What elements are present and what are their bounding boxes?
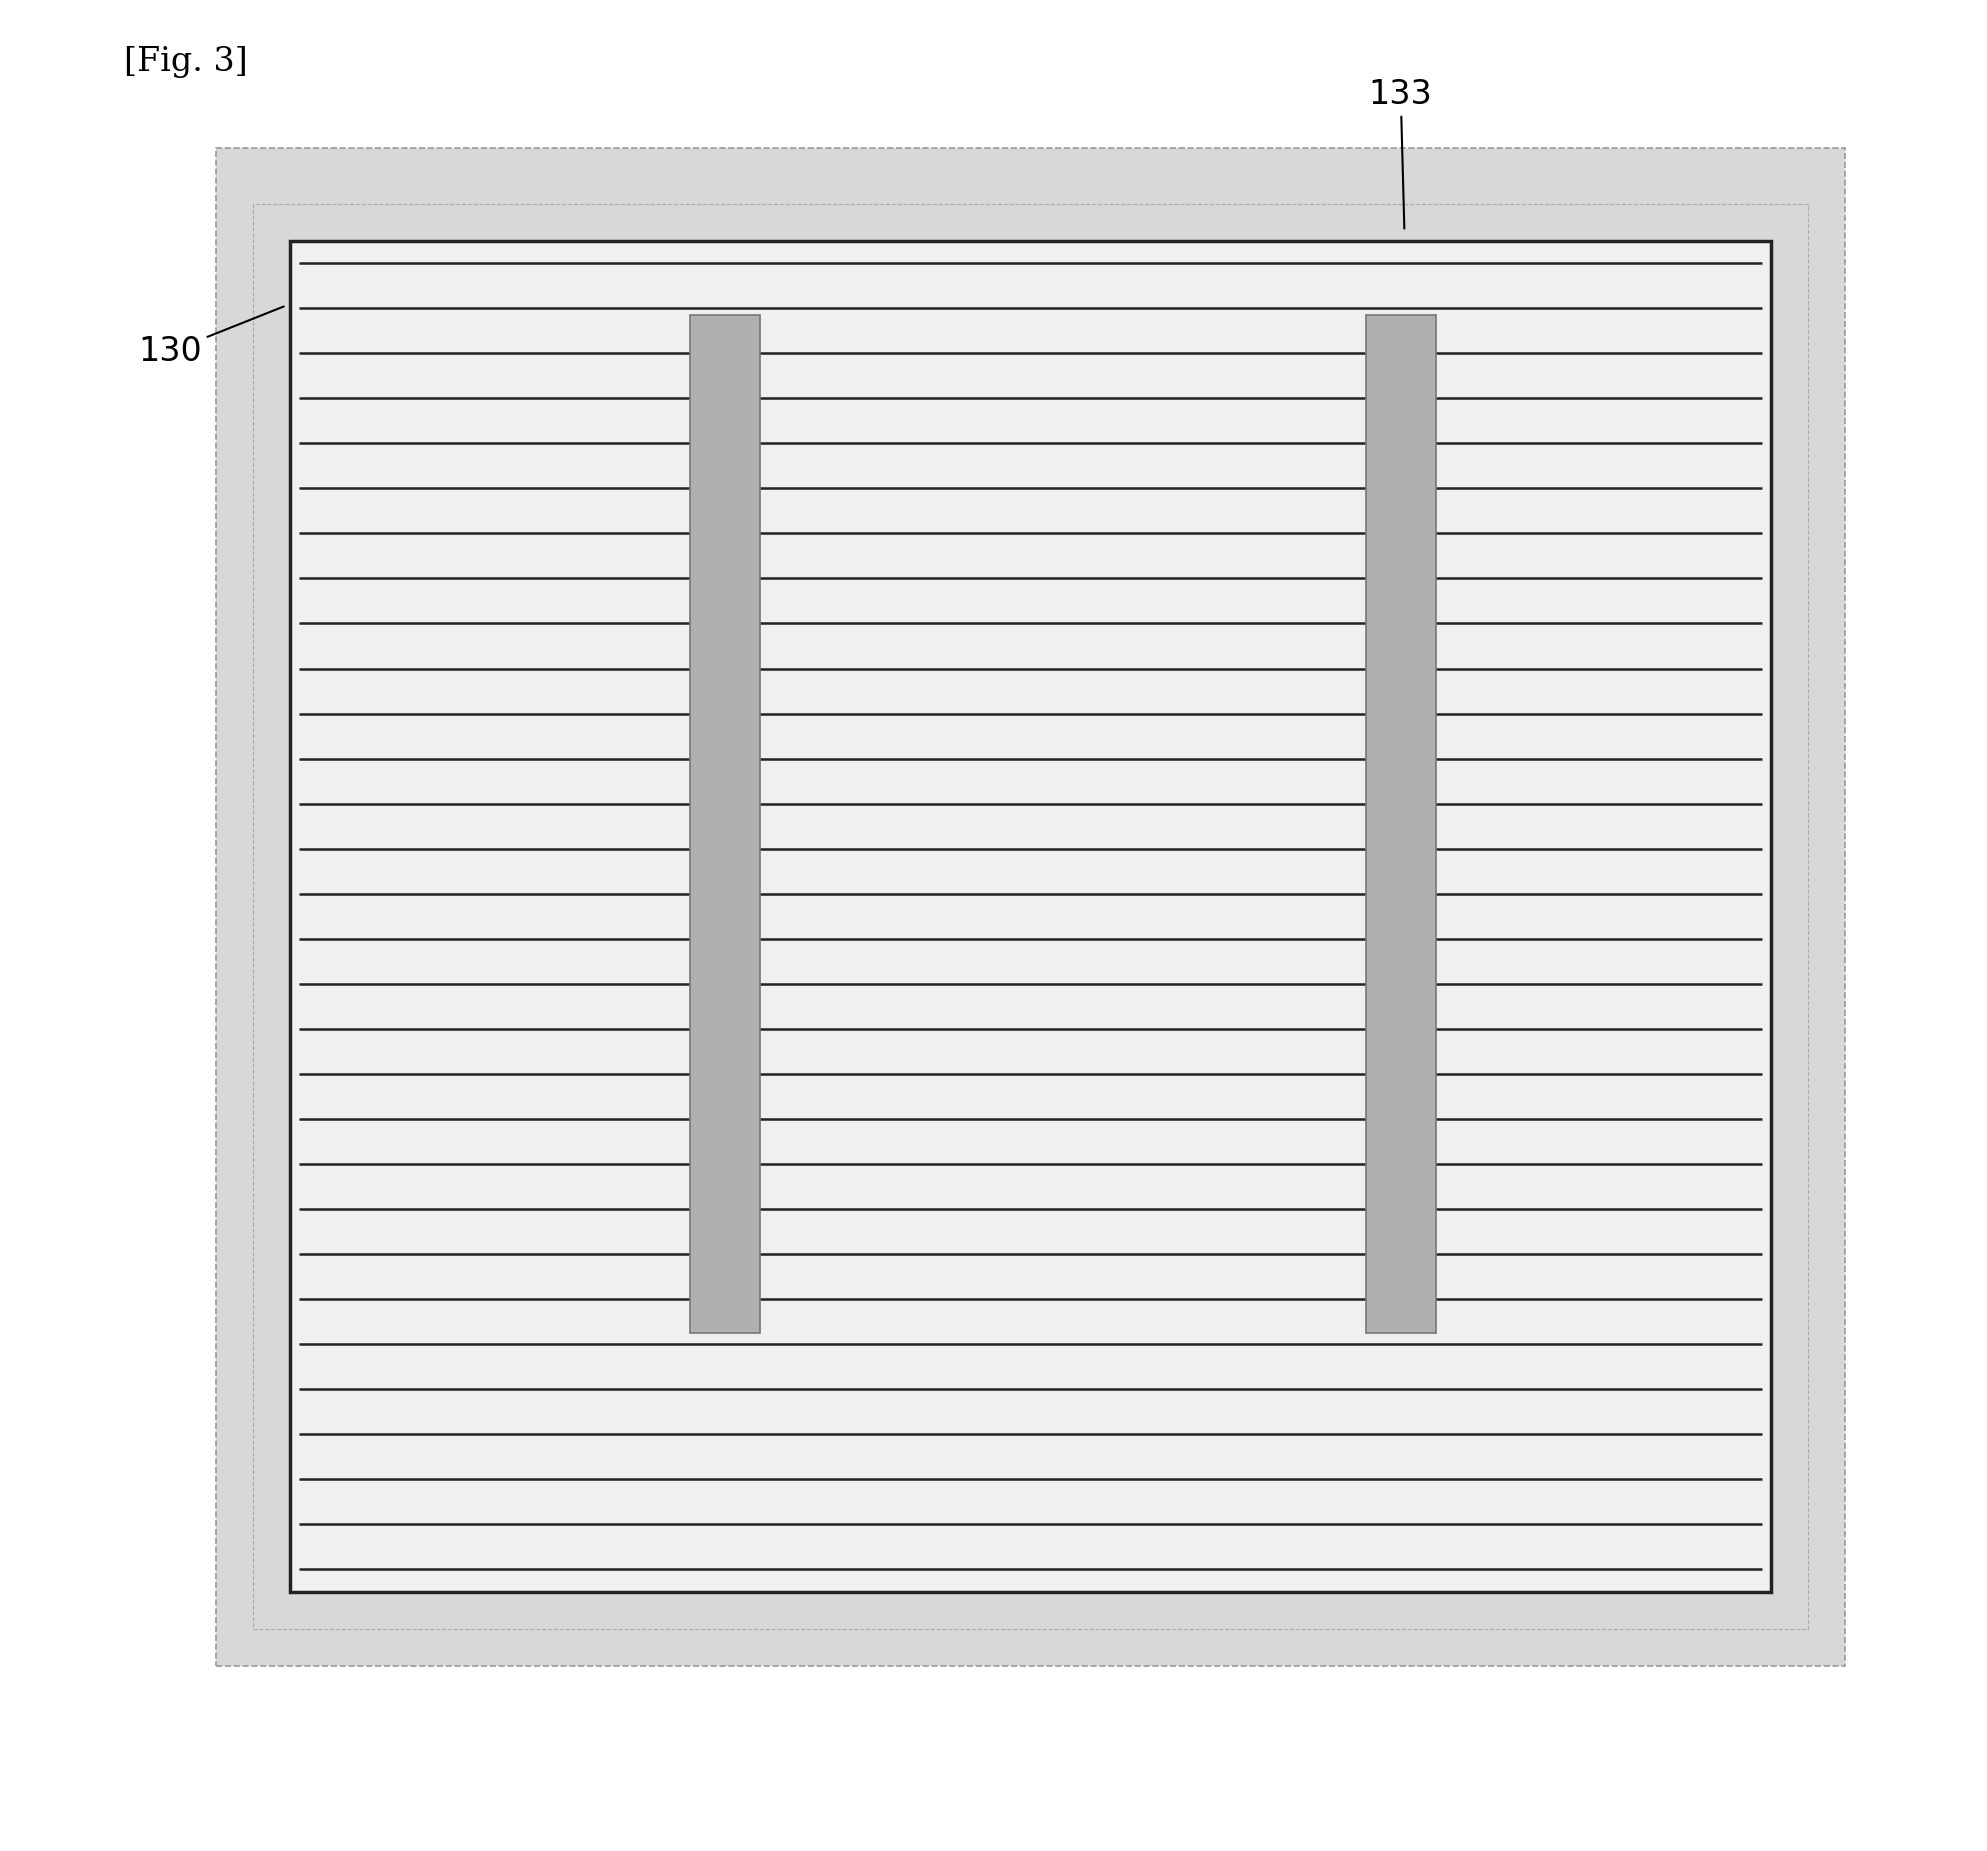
Bar: [689, 315, 761, 1333]
Text: 130: 130: [139, 307, 284, 368]
Text: [Fig. 3]: [Fig. 3]: [123, 46, 246, 78]
Bar: [290, 241, 1770, 1592]
Bar: [1365, 315, 1437, 1333]
Text: 133: 133: [1369, 78, 1433, 228]
Bar: [252, 204, 1808, 1629]
Bar: [217, 148, 1846, 1666]
